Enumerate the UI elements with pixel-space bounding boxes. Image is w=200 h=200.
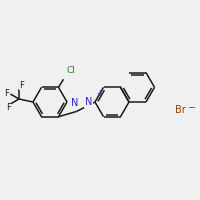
Text: F: F <box>20 80 24 90</box>
Text: N: N <box>71 98 78 108</box>
Text: Cl: Cl <box>66 66 75 75</box>
Text: Br: Br <box>175 105 186 115</box>
Text: F: F <box>6 104 11 112</box>
Text: N: N <box>85 97 92 107</box>
Text: −: − <box>188 103 196 113</box>
Text: +: + <box>96 89 102 98</box>
Text: F: F <box>4 88 9 98</box>
